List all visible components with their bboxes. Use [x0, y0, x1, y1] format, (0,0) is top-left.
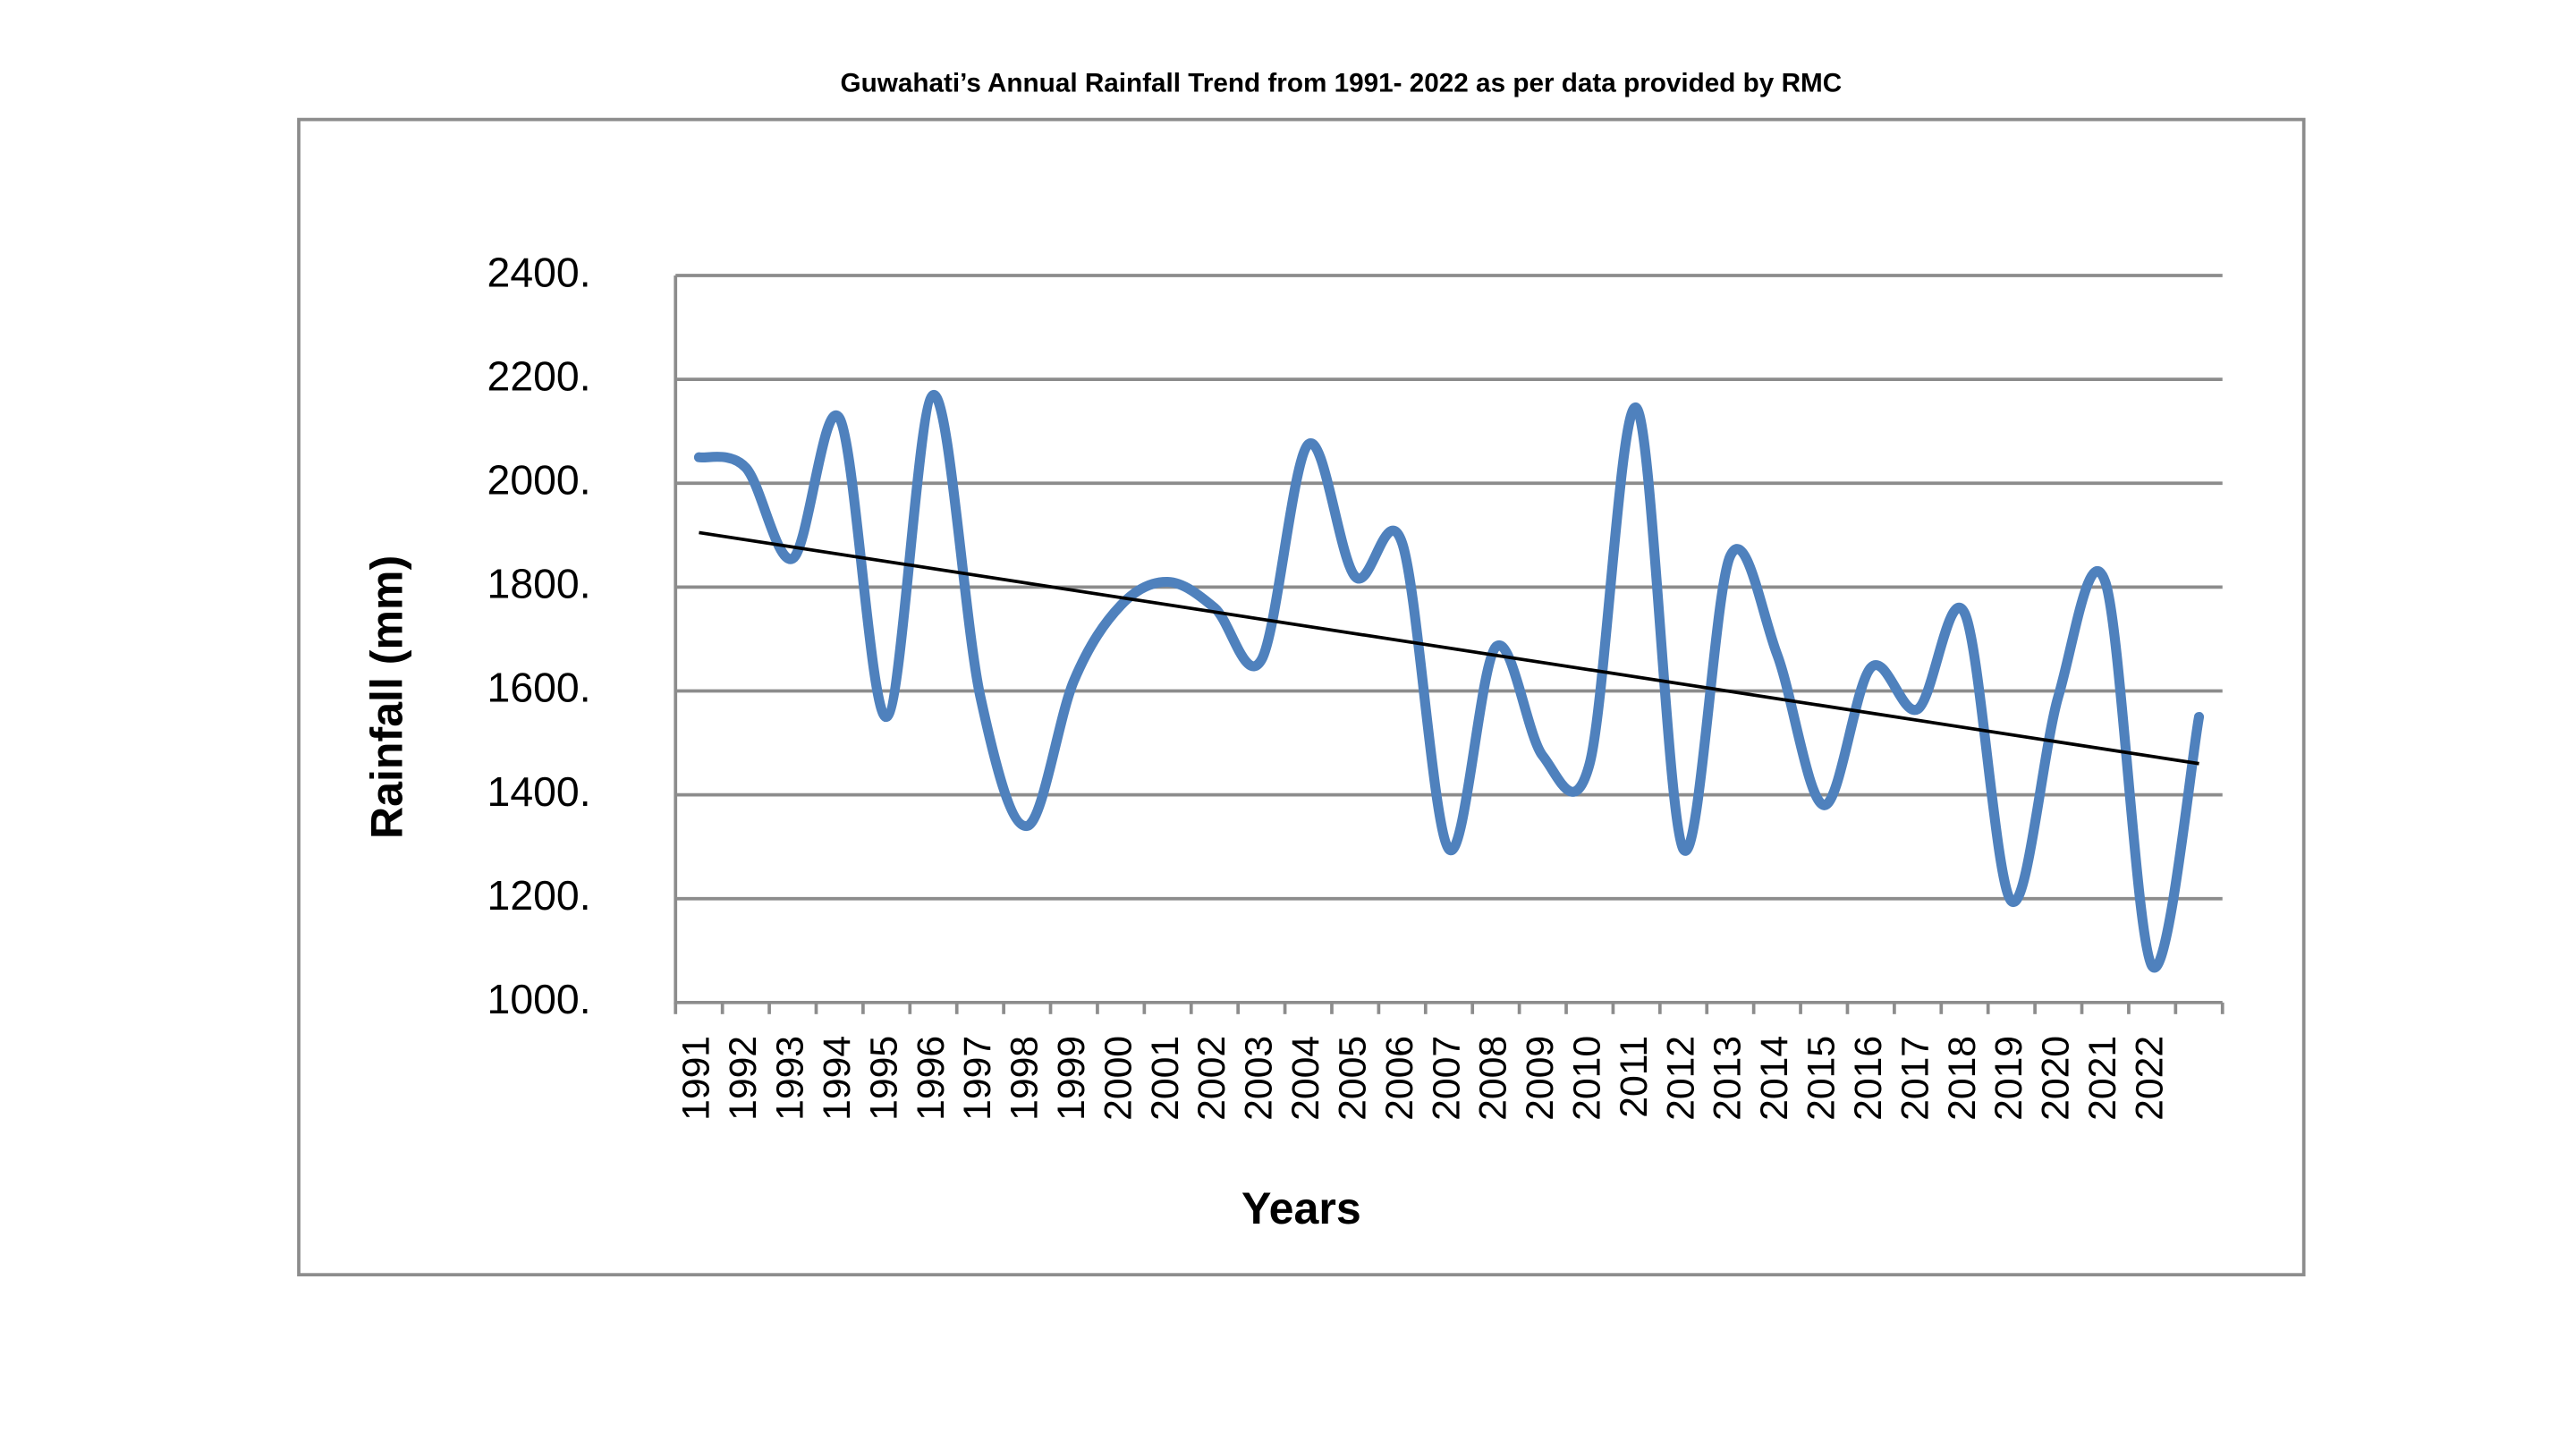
x-tick-label: 2013 — [1707, 1036, 1750, 1121]
x-tick-label: 1991 — [675, 1036, 718, 1121]
x-tick-label: 1995 — [862, 1036, 905, 1121]
y-tick-label: 2400. — [487, 249, 591, 295]
x-tick-label: 2022 — [2128, 1036, 2171, 1121]
x-tick-label: 1992 — [722, 1036, 765, 1121]
x-tick-label: 2021 — [2081, 1036, 2124, 1121]
y-tick-label: 1400. — [487, 768, 591, 815]
x-tick-label: 1993 — [769, 1036, 812, 1121]
x-tick-label: 2003 — [1238, 1036, 1281, 1121]
chart-border — [297, 117, 2306, 1277]
x-tick-label: 2014 — [1753, 1036, 1796, 1121]
x-tick-label: 1996 — [910, 1036, 953, 1121]
trend-line — [699, 530, 2199, 766]
x-tick-label: 2007 — [1425, 1036, 1468, 1121]
x-tick-label: 2011 — [1613, 1036, 1656, 1118]
x-tick-label: 2002 — [1191, 1036, 1233, 1121]
x-tick-label: 1997 — [956, 1036, 999, 1121]
chart-title: Guwahati’s Annual Rainfall Trend from 19… — [841, 68, 1843, 97]
x-tick-label: 2018 — [1941, 1036, 1984, 1121]
x-tick-label: 2001 — [1144, 1036, 1187, 1121]
y-tick-label: 2000. — [487, 457, 591, 504]
y-tick-label: 1000. — [487, 976, 591, 1022]
x-tick-label: 2009 — [1519, 1036, 1562, 1121]
data-line — [693, 389, 2205, 973]
x-tick-label: 2000 — [1097, 1036, 1140, 1121]
y-tick-label: 1800. — [487, 561, 591, 607]
x-tick-label: 2010 — [1566, 1036, 1609, 1121]
x-tick-label: 1998 — [1004, 1036, 1046, 1121]
x-tick-label: 2016 — [1847, 1036, 1890, 1121]
y-axis-label: Rainfall (mm) — [361, 555, 411, 839]
x-tick-label: 2017 — [1894, 1036, 1936, 1121]
x-tick-label: 2019 — [1987, 1036, 2030, 1121]
x-tick-label: 1994 — [816, 1036, 859, 1121]
x-axis-label: Years — [1241, 1183, 1361, 1233]
x-tick-label: 2005 — [1331, 1036, 1374, 1121]
x-tick-label: 2004 — [1284, 1036, 1327, 1121]
y-tick-label: 2200. — [487, 352, 591, 399]
x-tick-label: 2008 — [1472, 1036, 1515, 1121]
x-tick-label: 2020 — [2035, 1036, 2078, 1121]
y-tick-label: 1600. — [487, 665, 591, 711]
x-tick-label: 2015 — [1801, 1036, 1843, 1121]
x-tick-label: 2012 — [1659, 1036, 1702, 1121]
y-tick-label: 1200. — [487, 872, 591, 919]
x-tick-label: 1999 — [1050, 1036, 1093, 1121]
x-tick-label: 2006 — [1378, 1036, 1421, 1121]
